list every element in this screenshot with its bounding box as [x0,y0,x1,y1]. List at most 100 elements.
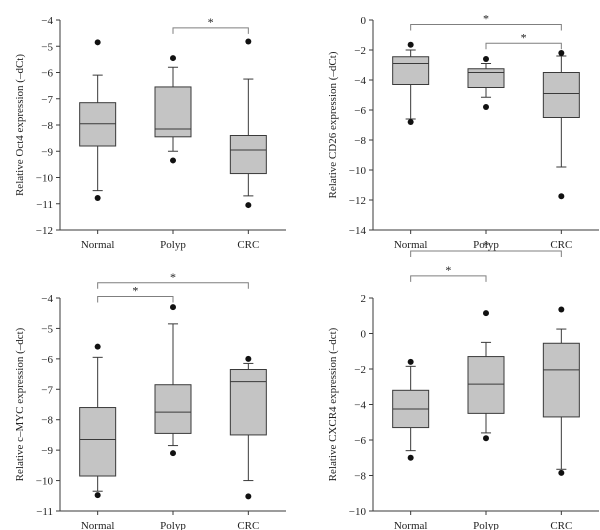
y-tick-label: −6 [354,105,366,117]
box-iqr [392,56,430,85]
outlier-point [94,343,101,350]
outlier-point [245,38,252,45]
outlier-point [94,39,101,46]
y-tick-label: −12 [349,195,366,207]
y-tick-label: −4 [354,75,366,87]
y-tick-label: −5 [41,41,53,53]
bracket-line [410,24,562,31]
y-tick-label: −14 [349,225,367,237]
x-tick-label: CRC [550,239,572,251]
box-crc [229,38,267,209]
outlier-point [407,358,414,365]
box-iqr [467,356,505,414]
significance-label: * [445,263,451,277]
box-polyp [154,55,192,164]
y-tick-label: −11 [36,199,53,211]
outlier-point [407,41,414,48]
y-tick-label: −4 [41,293,53,305]
x-tick-label: CRC [550,520,572,530]
outlier-point [483,310,489,317]
x-tick-label: Polyp [160,239,186,251]
significance-bracket: * [410,12,562,31]
box-iqr [154,384,192,434]
x-tick-label: Polyp [160,520,186,530]
x-tick-label: Polyp [473,520,499,530]
chart-panel-3: −11 −10 −9 −8 −7 −6 −5 −4 Relative c–MYC express… [14,270,286,530]
x-tick-label: Polyp [473,239,499,251]
outlier-point [94,492,101,499]
outlier-point [245,355,252,362]
outlier-point [407,454,414,461]
outlier-point [483,435,489,442]
significance-label: * [521,30,527,44]
y-tick-label: −7 [41,94,53,106]
y-tick-label: −12 [36,225,53,237]
significance-bracket: * [97,283,174,303]
box-iqr [79,102,117,147]
box-normal [392,358,430,461]
y-tick-label: −8 [41,415,53,427]
y-tick-label: −9 [41,146,53,158]
y-tick-label: −8 [354,471,366,483]
x-tick-label: Normal [394,520,428,530]
y-tick-label: 2 [361,293,367,305]
x-tick-label: Normal [394,239,428,251]
bracket-line [485,42,562,50]
box-polyp [467,56,505,110]
significance-label: * [483,238,489,252]
box-normal [79,343,117,499]
y-axis-label: Relative CXCR4 expression (–dct) [327,327,339,481]
significance-label: * [170,270,176,284]
significance-label: * [483,12,489,26]
significance-bracket: * [485,30,562,50]
outlier-point [170,55,176,62]
y-tick-label: −2 [354,364,366,376]
y-tick-label: −5 [41,323,53,335]
outlier-point [558,306,565,313]
y-tick-label: −7 [41,384,53,396]
y-tick-label: −10 [36,476,54,488]
outlier-point [245,493,252,500]
y-tick-label: −8 [354,135,366,147]
box-iqr [229,369,267,436]
y-tick-label: −10 [349,165,367,177]
y-tick-label: −4 [354,400,366,412]
y-tick-label: −8 [41,120,53,132]
box-crc [542,306,580,476]
outlier-point [558,50,565,56]
significance-label: * [132,283,138,297]
chart-panel-2: −14 −12 −10 −8 −6 −4 −2 0 Relative CD26 expressi… [327,12,599,251]
y-tick-label: −10 [36,173,54,185]
outlier-point [170,304,176,311]
y-axis-label: Relative c–MYC expression (–dct) [14,327,26,481]
box-crc [229,355,267,500]
box-polyp [467,310,505,442]
chart-panel-4: −10 −8 −6 −4 −2 0 2 Relative CXCR4 expression (… [327,238,599,530]
x-tick-label: Normal [81,239,115,251]
significance-bracket: * [172,15,249,34]
box-iqr [542,72,580,118]
significance-bracket: * [410,238,562,257]
box-iqr [467,68,505,88]
box-iqr [229,135,267,175]
significance-label: * [208,15,214,29]
y-tick-label: −11 [36,506,53,518]
outlier-point [483,56,489,62]
outlier-point [170,157,176,164]
bracket-line [410,275,487,282]
box-normal [392,41,430,125]
significance-bracket: * [410,263,487,282]
outlier-point [407,119,414,125]
outlier-point [483,104,489,110]
box-normal [79,39,117,201]
y-tick-label: −6 [354,435,366,447]
bracket-line [97,295,174,303]
outlier-point [170,450,176,457]
box-polyp [154,304,192,457]
y-tick-label: −9 [41,445,53,457]
y-tick-label: −6 [41,354,53,366]
x-tick-label: Normal [81,520,115,530]
y-tick-label: −10 [349,506,367,518]
x-tick-label: CRC [237,520,259,530]
y-tick-label: −4 [41,15,53,27]
